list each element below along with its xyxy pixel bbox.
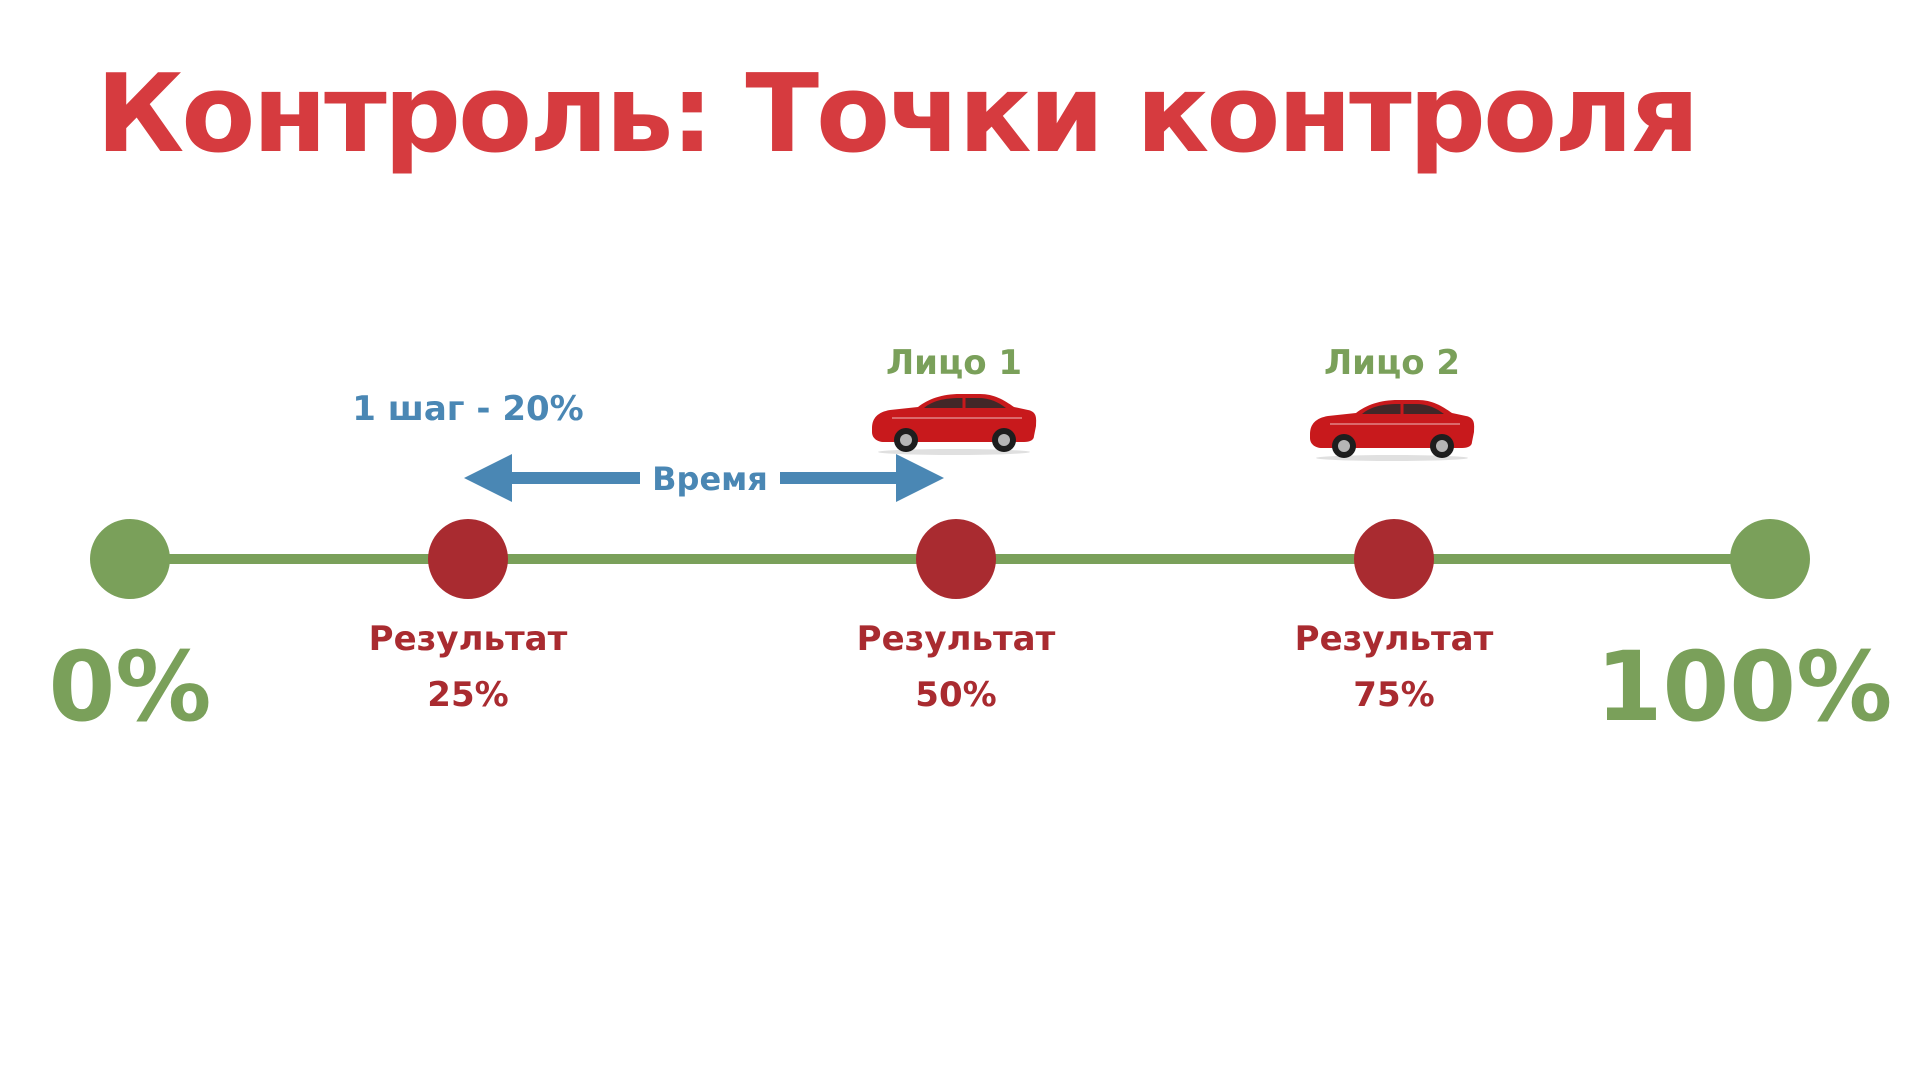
checkpoint-75: Результат 75% (1295, 519, 1494, 715)
time-label: Время (652, 460, 768, 498)
end-percent-label: 100% (1596, 631, 1893, 743)
person-1: Лицо 1 (870, 343, 1038, 457)
start-percent-label: 0% (49, 631, 212, 743)
endpoint-end-circle (1730, 519, 1810, 599)
checkpoint-circle (428, 519, 508, 599)
person-label: Лицо 1 (886, 343, 1022, 383)
person-label: Лицо 2 (1324, 343, 1460, 383)
checkpoint-label: Результат (369, 619, 568, 659)
checkpoint-label: Результат (857, 619, 1056, 659)
person-2: Лицо 2 (1308, 343, 1476, 463)
endpoint-start-circle (90, 519, 170, 599)
checkpoint-25: Результат 25% (369, 519, 568, 715)
red-sports-car-icon (870, 392, 1038, 457)
red-sports-car-icon (1308, 398, 1476, 463)
checkpoint-value: 75% (1353, 675, 1434, 715)
checkpoint-circle (1354, 519, 1434, 599)
checkpoint-label: Результат (1295, 619, 1494, 659)
step-label: 1 шаг - 20% (352, 389, 583, 429)
checkpoint-value: 50% (915, 675, 996, 715)
slide-title: Контроль: Точки контроля (96, 52, 1700, 177)
checkpoint-50: Результат 50% (857, 519, 1056, 715)
checkpoint-value: 25% (427, 675, 508, 715)
checkpoint-circle (916, 519, 996, 599)
time-double-arrow: Время (464, 454, 944, 502)
